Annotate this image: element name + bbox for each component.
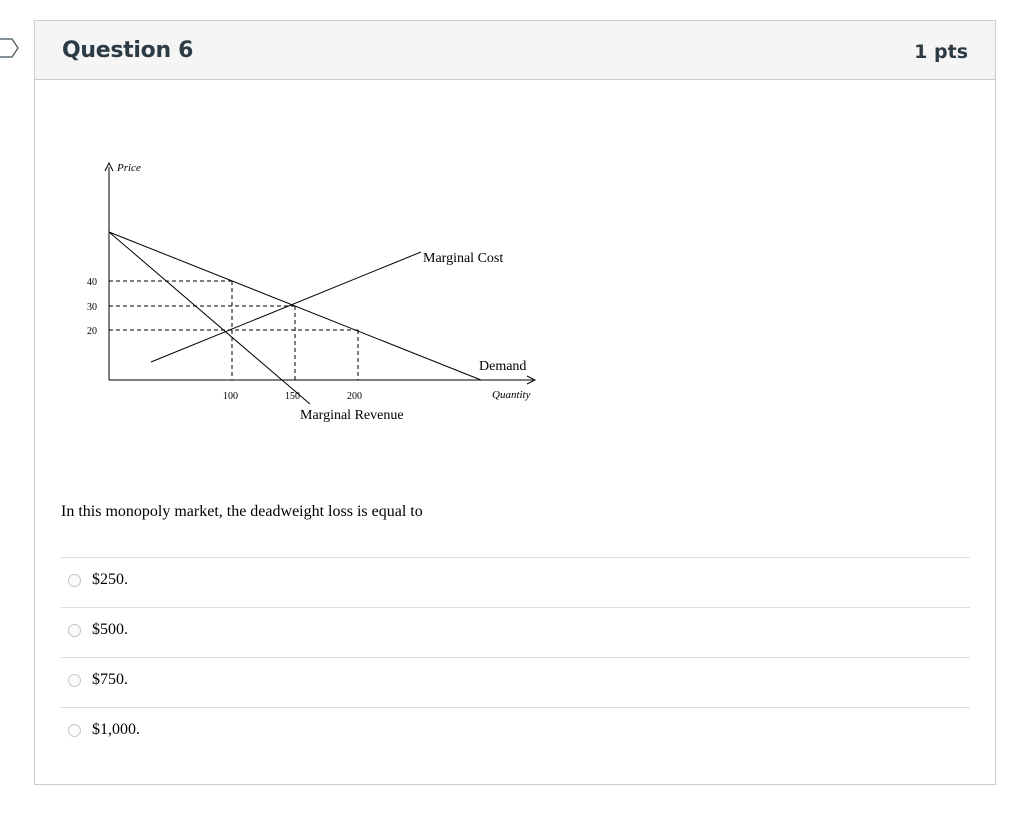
answer-option[interactable]: $500. [61, 607, 970, 657]
answer-label[interactable]: $1,000. [92, 721, 140, 738]
answer-list: $250. $500. $750. $1,000. [61, 557, 970, 757]
y-tick-30: 30 [87, 302, 97, 313]
radio-button[interactable] [68, 724, 81, 737]
radio-button[interactable] [68, 574, 81, 587]
answer-label[interactable]: $250. [92, 571, 128, 588]
marginal-cost-label: Marginal Cost [423, 251, 503, 266]
y-axis-label: Price [116, 162, 141, 174]
answer-option[interactable]: $250. [61, 557, 970, 607]
demand-label: Demand [479, 359, 526, 374]
answer-label[interactable]: $500. [92, 621, 128, 638]
x-axis-label: Quantity [492, 389, 531, 401]
question-title: Question 6 [62, 38, 194, 63]
marginal-revenue-label: Marginal Revenue [300, 408, 404, 423]
question-prompt: In this monopoly market, the deadweight … [61, 503, 423, 520]
radio-button[interactable] [68, 624, 81, 637]
demand-line [108, 231, 482, 381]
question-points: 1 pts [914, 41, 968, 63]
answer-option[interactable]: $1,000. [61, 707, 970, 757]
y-tick-40: 40 [87, 277, 97, 288]
marginal-cost-line [150, 251, 422, 363]
x-tick-150: 150 [285, 391, 300, 402]
radio-button[interactable] [68, 674, 81, 687]
answer-label[interactable]: $750. [92, 671, 128, 688]
x-axis-arrow [526, 375, 537, 385]
x-tick-100: 100 [223, 391, 238, 402]
monopoly-graph: Price Quantity 40 30 20 100 150 200 Marg… [87, 161, 537, 423]
y-axis-arrow [104, 161, 114, 172]
bookmark-flag-icon[interactable] [0, 38, 20, 58]
x-tick-200: 200 [347, 391, 362, 402]
answer-option[interactable]: $750. [61, 657, 970, 707]
y-tick-20: 20 [87, 326, 97, 337]
question-header: Question 6 1 pts [35, 21, 995, 80]
marginal-revenue-line [108, 231, 311, 405]
